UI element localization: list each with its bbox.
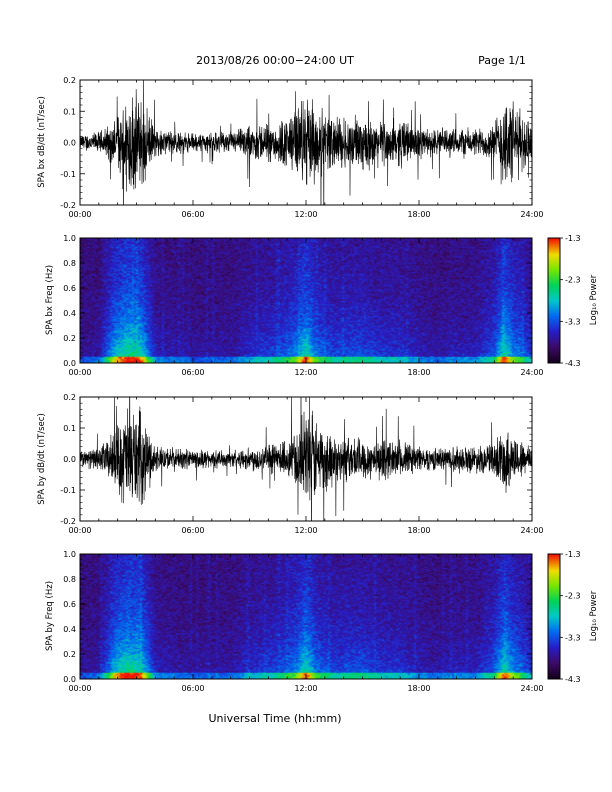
bx-waveform-ticks: 00:00 06:00 12:00 18:00 24:00 -0.2 -0.1 0.0 0.1 0… [60, 76, 543, 219]
bx-spectrogram-image [80, 238, 532, 363]
x-tick-label: 18:00 [407, 526, 430, 535]
panel-bx-spectrogram: 00:00 06:00 12:00 18:00 24:00 0.0 0.2 0.4 0.6 0.8… [45, 234, 599, 377]
y-tick-label: 0.8 [63, 575, 76, 584]
bx-spectrogram-ticks: 00:00 06:00 12:00 18:00 24:00 0.0 0.2 0.4 0.6 0.8… [63, 234, 543, 377]
x-tick-label: 24:00 [520, 210, 543, 219]
colorbar-tick-label: -2.3 [565, 592, 581, 601]
y-tick-label: -0.2 [60, 517, 76, 526]
x-tick-label: 00:00 [68, 210, 91, 219]
x-tick-label: 06:00 [181, 526, 204, 535]
panel-bx-waveform: 00:00 06:00 12:00 18:00 24:00 -0.2 -0.1 0.0 0.1 0… [37, 76, 544, 219]
y-tick-label: 0.1 [63, 424, 76, 433]
x-tick-label: 18:00 [407, 684, 430, 693]
colorbar-tick-label: -3.3 [565, 633, 581, 642]
x-tick-label: 12:00 [294, 684, 317, 693]
panel-by-waveform: 00:00 06:00 12:00 18:00 24:00 -0.2 -0.1 0.0 0.1 0… [37, 393, 544, 535]
panel-by-spectrogram: 00:00 06:00 12:00 18:00 24:00 0.0 0.2 0.4 0.6 0.8… [45, 550, 599, 693]
y-tick-label: -0.1 [60, 170, 76, 179]
y-tick-label: -0.1 [60, 486, 76, 495]
colorbar-tick-label: -4.3 [565, 675, 581, 684]
by-colorbar-label: Log₁₀ Power [589, 590, 599, 641]
y-tick-label: 1.0 [63, 234, 76, 243]
by-spectrogram-image [80, 554, 532, 679]
colorbar-tick-label: -3.3 [565, 317, 581, 326]
colorbar-tick-label: -4.3 [565, 359, 581, 368]
by-waveform-ylabel: SPA by dB/dt (nT/sec) [37, 413, 47, 505]
x-tick-label: 12:00 [294, 368, 317, 377]
bx-colorbar [548, 238, 560, 363]
by-colorbar-ticks: -1.3 -2.3 -3.3 -4.3 [560, 550, 581, 684]
x-tick-label: 00:00 [68, 684, 91, 693]
y-tick-label: 0.0 [63, 675, 76, 684]
by-spectrogram-ticks: 00:00 06:00 12:00 18:00 24:00 0.0 0.2 0.4 0.6 0.8… [63, 550, 543, 693]
bx-colorbar-label: Log₁₀ Power [589, 274, 599, 325]
y-tick-label: 0.4 [63, 625, 76, 634]
y-tick-label: 0.2 [63, 76, 76, 85]
by-waveform-trace [80, 397, 532, 521]
x-tick-label: 24:00 [520, 368, 543, 377]
colorbar-tick-label: -1.3 [565, 234, 581, 243]
y-tick-label: -0.2 [60, 201, 76, 210]
by-waveform-ticks: 00:00 06:00 12:00 18:00 24:00 -0.2 -0.1 0.0 0.1 0… [60, 393, 543, 535]
x-tick-label: 24:00 [520, 526, 543, 535]
x-tick-label: 24:00 [520, 684, 543, 693]
x-tick-label: 18:00 [407, 368, 430, 377]
bx-spectrogram-ylabel: SPA bx Freq (Hz) [45, 265, 55, 335]
x-tick-label: 06:00 [181, 684, 204, 693]
bx-colorbar-frame [547, 237, 561, 364]
y-tick-label: 0.2 [63, 393, 76, 402]
x-tick-label: 06:00 [181, 368, 204, 377]
by-colorbar [548, 554, 560, 679]
y-tick-label: 0.6 [63, 284, 76, 293]
x-tick-label: 12:00 [294, 526, 317, 535]
x-tick-label: 00:00 [68, 368, 91, 377]
waveform-line [80, 80, 532, 205]
colorbar-tick-label: -1.3 [565, 550, 581, 559]
y-tick-label: 0.1 [63, 107, 76, 116]
y-tick-label: 0.0 [63, 359, 76, 368]
y-tick-label: 0.2 [63, 650, 76, 659]
y-tick-label: 0.4 [63, 309, 76, 318]
x-tick-label: 06:00 [181, 210, 204, 219]
figure-title: 2013/08/26 00:00−24:00 UT [196, 54, 354, 67]
y-tick-label: 0.8 [63, 259, 76, 268]
y-tick-label: 0.0 [63, 455, 76, 464]
x-tick-label: 12:00 [294, 210, 317, 219]
y-tick-label: 0.2 [63, 334, 76, 343]
by-spectrogram-ylabel: SPA by Freq (Hz) [45, 581, 55, 651]
bx-waveform-trace [80, 80, 532, 205]
y-tick-label: 0.0 [63, 139, 76, 148]
x-tick-label: 00:00 [68, 526, 91, 535]
page-indicator: Page 1/1 [478, 54, 526, 67]
by-colorbar-frame [547, 553, 561, 680]
waveform-line [80, 397, 532, 521]
y-tick-label: 0.6 [63, 600, 76, 609]
colorbar-tick-label: -2.3 [565, 276, 581, 285]
y-tick-label: 1.0 [63, 550, 76, 559]
bx-waveform-ylabel: SPA bx dB/dt (nT/sec) [37, 96, 47, 188]
x-tick-label: 18:00 [407, 210, 430, 219]
x-axis-label: Universal Time (hh:mm) [209, 712, 342, 725]
bx-colorbar-ticks: -1.3 -2.3 -3.3 -4.3 [560, 234, 581, 368]
